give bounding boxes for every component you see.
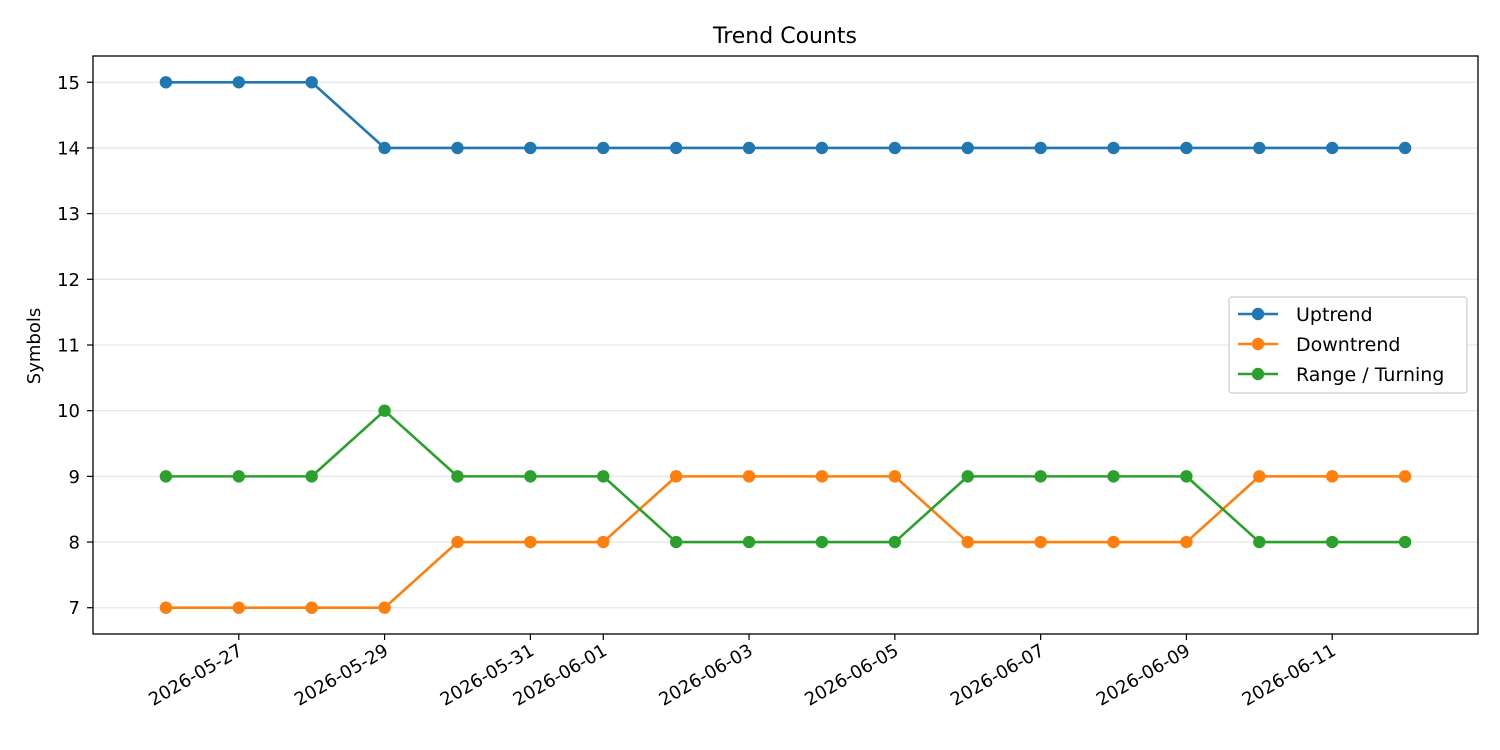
y-tick-label: 9 — [69, 467, 80, 488]
data-point — [961, 470, 974, 483]
data-point — [1107, 535, 1120, 549]
legend-box — [1228, 296, 1468, 394]
data-point — [742, 470, 756, 483]
data-point — [524, 535, 537, 549]
data-point — [305, 601, 318, 614]
data-point — [1034, 470, 1047, 483]
y-tick-label: 12 — [57, 270, 80, 291]
data-point — [815, 141, 829, 155]
legend: Uptrend Downtrend Range / Turning — [1228, 296, 1468, 394]
y-tick-label: 7 — [69, 598, 80, 619]
y-tick-label: 13 — [57, 204, 80, 225]
data-point — [961, 141, 974, 155]
legend-marker — [1251, 307, 1265, 321]
legend-marker — [1251, 337, 1265, 351]
data-point — [1326, 535, 1339, 549]
series-line-1 — [164, 475, 1407, 610]
data-point — [1180, 535, 1193, 549]
data-point — [597, 535, 610, 549]
legend-label: Downtrend — [1296, 334, 1400, 356]
legend-marker — [1251, 367, 1265, 381]
data-point — [378, 141, 391, 155]
series-line-0 — [164, 80, 1407, 150]
data-point — [815, 535, 829, 549]
data-point — [888, 141, 902, 155]
data-point — [159, 76, 173, 89]
data-point — [1034, 535, 1047, 549]
y-tick-label: 11 — [57, 336, 80, 357]
x-tick-label: 2026-05-27 — [145, 640, 246, 710]
data-point — [1398, 470, 1412, 483]
data-point — [961, 535, 974, 549]
x-tick-label: 2026-06-05 — [801, 640, 902, 710]
data-point — [742, 141, 756, 155]
data-point — [159, 470, 173, 483]
y-tick-label: 10 — [57, 401, 80, 422]
data-point — [742, 535, 756, 549]
data-point — [1398, 141, 1412, 155]
x-tick-label: 2026-06-03 — [655, 640, 756, 710]
data-point — [669, 141, 683, 155]
data-point — [1398, 535, 1412, 549]
chart-title: Trend Counts — [712, 24, 857, 49]
data-point — [1180, 141, 1193, 155]
x-tick-label: 2026-06-11 — [1239, 640, 1340, 710]
data-point — [815, 470, 829, 483]
data-point — [524, 470, 537, 483]
data-point — [1326, 470, 1339, 483]
data-point — [597, 141, 610, 155]
data-point — [305, 470, 318, 483]
data-point — [378, 404, 391, 417]
data-point — [669, 470, 683, 483]
data-point — [451, 535, 464, 549]
data-point — [378, 601, 391, 614]
data-point — [451, 141, 464, 155]
data-point — [232, 76, 245, 89]
data-point — [888, 470, 902, 483]
y-tick-label: 14 — [57, 138, 80, 159]
legend-label: Uptrend — [1296, 304, 1373, 326]
data-point — [669, 535, 683, 549]
data-point — [232, 470, 245, 483]
data-point — [232, 601, 245, 614]
data-point — [888, 535, 902, 549]
y-axis-title: Symbols — [24, 308, 45, 384]
data-point — [1253, 470, 1266, 483]
data-point — [1253, 141, 1266, 155]
data-point — [451, 470, 464, 483]
data-point — [1253, 535, 1266, 549]
data-point — [524, 141, 537, 155]
series-group — [159, 76, 1412, 614]
x-tick-label: 2026-06-09 — [1093, 640, 1194, 710]
series-line-2 — [164, 409, 1407, 544]
data-point — [1107, 141, 1120, 155]
data-point — [1326, 141, 1339, 155]
y-tick-label: 8 — [69, 533, 80, 554]
x-tick-label: 2026-05-29 — [291, 640, 392, 710]
data-point — [1180, 470, 1193, 483]
data-point — [1107, 470, 1120, 483]
data-point — [1034, 141, 1047, 155]
data-point — [159, 601, 173, 614]
x-tick-label: 2026-06-07 — [947, 640, 1048, 710]
y-tick-label: 15 — [57, 73, 80, 94]
data-point — [305, 76, 318, 89]
data-point — [597, 470, 610, 483]
legend-label: Range / Turning — [1296, 364, 1444, 386]
